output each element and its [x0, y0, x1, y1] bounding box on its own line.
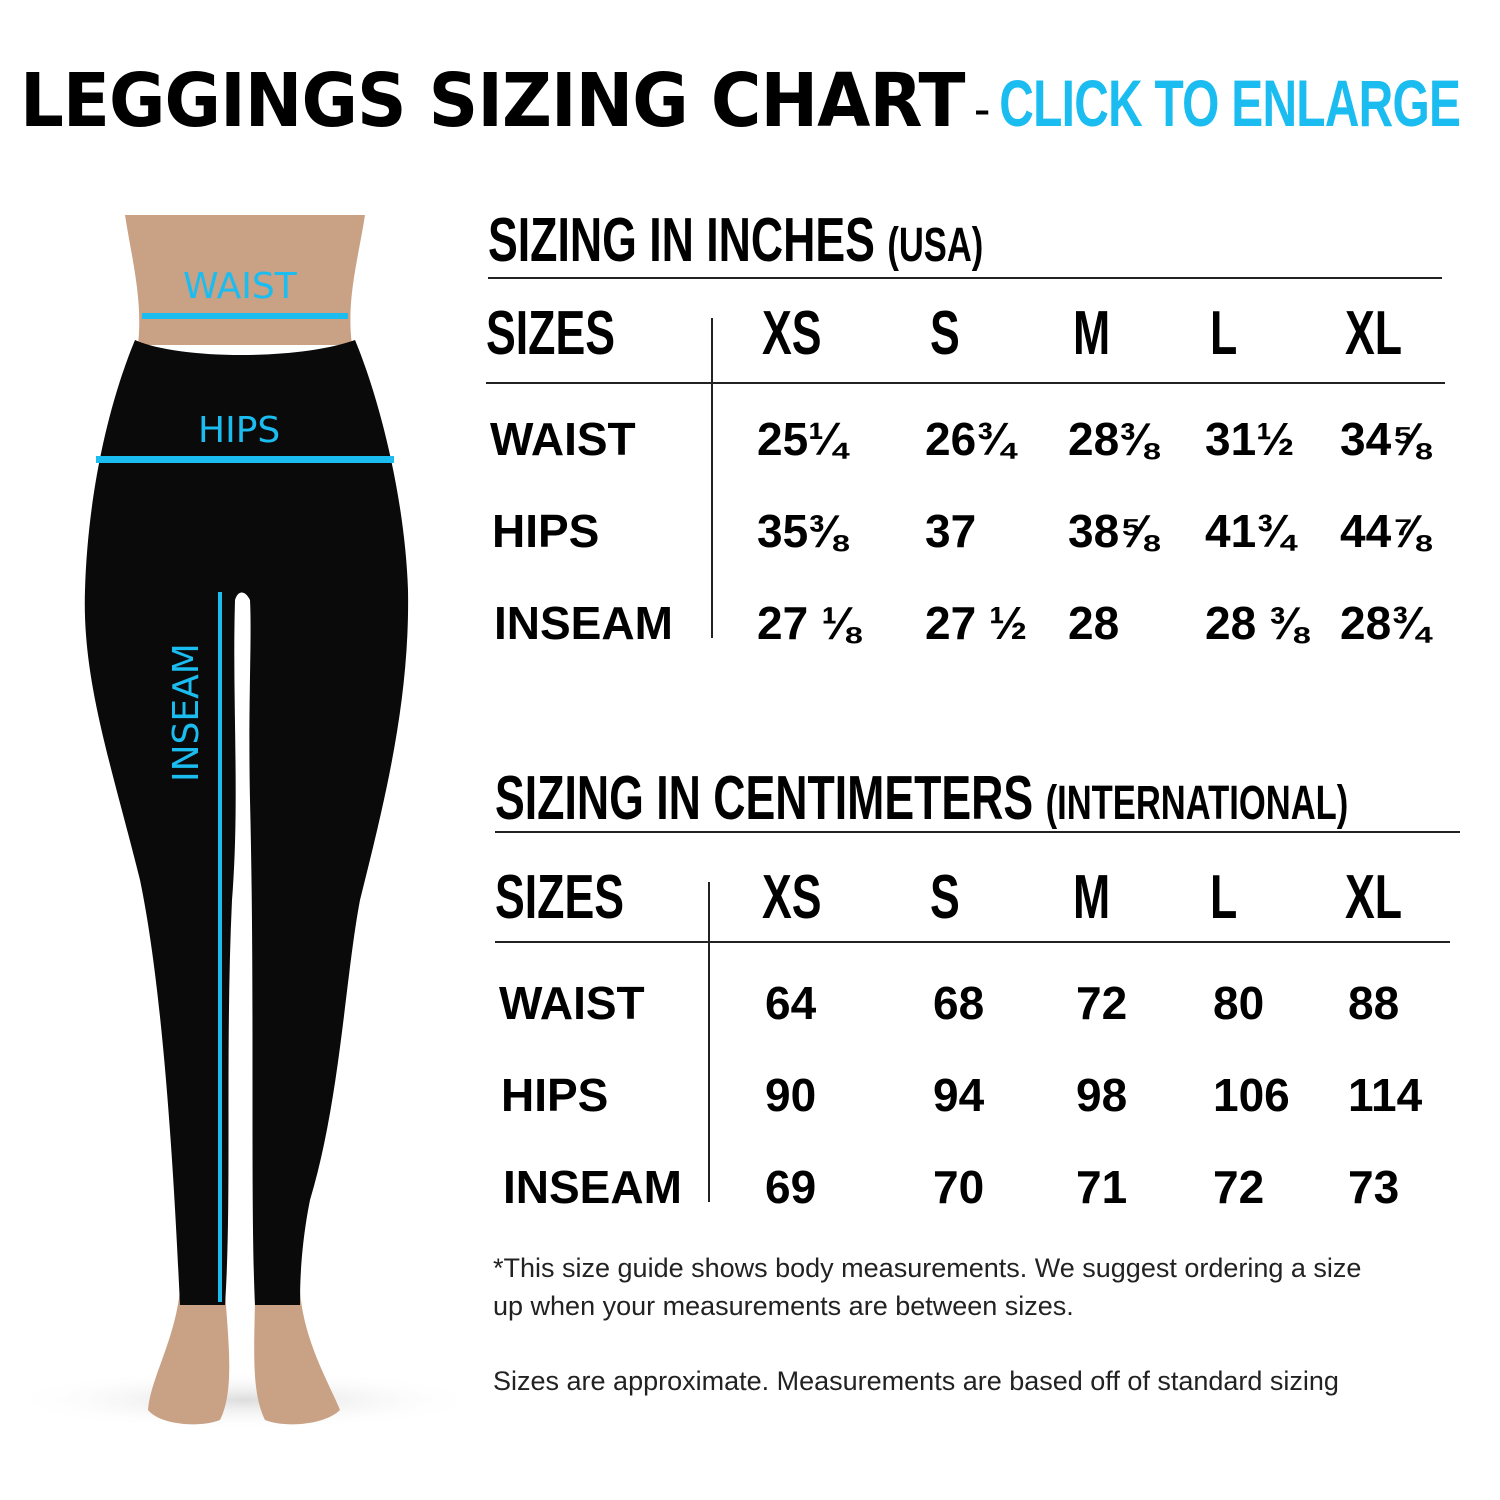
title-text: LEGGINGS SIZING CHART	[20, 58, 965, 144]
feet-skin	[148, 1290, 340, 1425]
table-cell: 31½	[1205, 413, 1295, 465]
table-cell: 28 ⅜	[1205, 597, 1308, 649]
title-separator: -	[973, 80, 991, 138]
column-header-s: S	[930, 299, 960, 368]
table-cell: 28⅜	[1068, 413, 1158, 465]
table-cell: 106	[1213, 1069, 1290, 1121]
divider	[488, 277, 1442, 279]
table-cell: 35⅜	[757, 505, 847, 557]
table-cell: 90	[765, 1069, 817, 1121]
table-cell: 34⅝	[1340, 413, 1430, 465]
column-header-sizes: SIZES	[495, 863, 625, 932]
row-label-inseam: INSEAM	[494, 597, 673, 649]
table-cell: 71	[1076, 1161, 1128, 1213]
divider	[495, 831, 1460, 833]
inches-section-title: SIZING IN INCHES (USA)	[488, 205, 983, 276]
table-cell: 26¾	[925, 413, 1015, 465]
table-cell: 27 ⅛	[757, 597, 860, 649]
cm-section-title: SIZING IN CENTIMETERS (INTERNATIONAL)	[495, 763, 1348, 834]
row-label-waist: WAIST	[499, 977, 645, 1029]
header-divider	[495, 941, 1450, 943]
table-cell: 44⅞	[1340, 505, 1430, 557]
inches-subtitle: (USA)	[887, 219, 984, 272]
row-label-waist: WAIST	[490, 413, 636, 465]
column-header-l: L	[1210, 863, 1238, 932]
column-header-sizes: SIZES	[486, 299, 616, 368]
floor-shadow	[5, 1370, 470, 1430]
cm-subtitle: (INTERNATIONAL)	[1045, 777, 1349, 830]
table-cell: 98	[1076, 1069, 1128, 1121]
table-cell: 72	[1076, 977, 1128, 1029]
cm-title: SIZING IN CENTIMETERS	[495, 764, 1034, 833]
waist-label: WAIST	[183, 266, 297, 307]
column-header-m: M	[1073, 299, 1111, 368]
table-cell: 70	[933, 1161, 985, 1213]
column-divider	[708, 882, 710, 1202]
inches-title: SIZING IN INCHES	[488, 206, 875, 275]
torso-skin	[125, 215, 365, 345]
table-cell: 37	[925, 505, 977, 557]
column-header-m: M	[1073, 863, 1111, 932]
table-cell: 114	[1348, 1069, 1423, 1121]
table-cell: 41¾	[1205, 505, 1295, 557]
table-cell: 64	[765, 977, 817, 1029]
hips-line	[96, 456, 394, 463]
column-header-xl: XL	[1345, 299, 1403, 368]
hips-label: HIPS	[198, 410, 281, 451]
table-cell: 88	[1348, 977, 1400, 1029]
table-cell: 28	[1068, 597, 1120, 649]
table-cell: 80	[1213, 977, 1265, 1029]
row-label-hips: HIPS	[492, 505, 600, 557]
inseam-label: INSEAM	[166, 643, 207, 782]
row-label-hips: HIPS	[501, 1069, 609, 1121]
note-line-2: up when your measurements are between si…	[493, 1291, 1074, 1321]
column-header-xl: XL	[1345, 863, 1403, 932]
table-cell: 27 ½	[925, 597, 1028, 649]
note-line-3: Sizes are approximate. Measurements are …	[493, 1366, 1339, 1396]
column-header-s: S	[930, 863, 960, 932]
click-to-enlarge-link[interactable]: CLICK TO ENLARGE	[998, 66, 1461, 140]
header-divider	[486, 382, 1445, 384]
column-header-xs: XS	[762, 299, 822, 368]
table-cell: 25¼	[757, 413, 847, 465]
table-cell: 68	[933, 977, 985, 1029]
column-header-l: L	[1210, 299, 1238, 368]
row-label-inseam: INSEAM	[503, 1161, 682, 1213]
column-divider	[711, 318, 713, 638]
column-header-xs: XS	[762, 863, 822, 932]
page-title: LEGGINGS SIZING CHART - CLICK TO ENLARGE	[20, 58, 1500, 144]
table-cell: 69	[765, 1161, 817, 1213]
table-cell: 72	[1213, 1161, 1265, 1213]
table-cell: 94	[933, 1069, 985, 1121]
waist-line	[142, 313, 348, 319]
leggings-figure	[5, 215, 470, 1430]
table-cell: 28¾	[1340, 597, 1430, 649]
leggings	[84, 340, 409, 1305]
inseam-line	[218, 592, 222, 1302]
note-line-1: *This size guide shows body measurements…	[493, 1253, 1362, 1283]
table-cell: 73	[1348, 1161, 1400, 1213]
table-cell: 38⅝	[1068, 505, 1158, 557]
